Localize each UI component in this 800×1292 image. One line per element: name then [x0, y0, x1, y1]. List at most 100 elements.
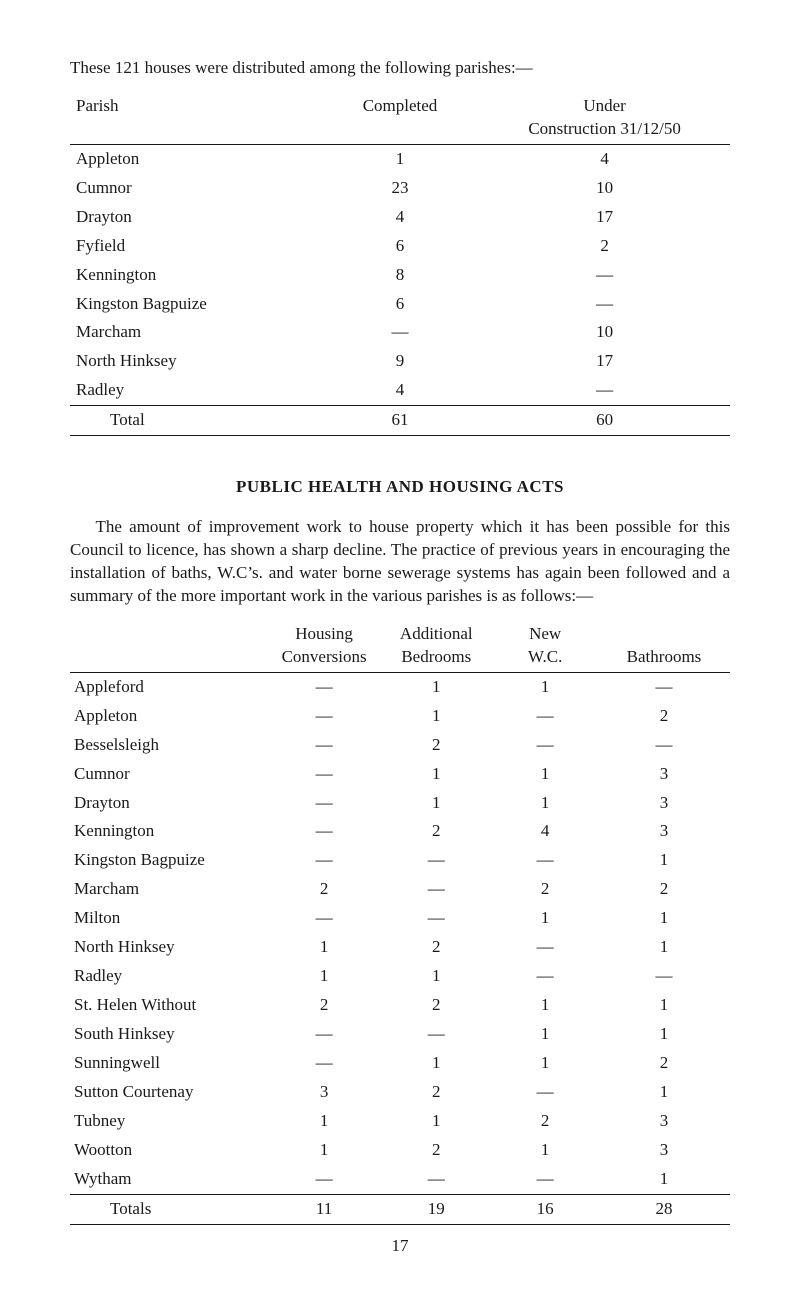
cell-new-wc: 1 — [492, 1049, 598, 1078]
header-parish: Parish — [70, 92, 321, 144]
table-row: Appleton—1—2 — [70, 702, 730, 731]
table-row: Drayton417 — [70, 203, 730, 232]
cell-parish: Fyfield — [70, 232, 321, 261]
table-row: Sutton Courtenay32—1 — [70, 1078, 730, 1107]
cell-additional-bedrooms: 2 — [380, 991, 492, 1020]
cell-name: South Hinksey — [70, 1020, 268, 1049]
table-row: Tubney1123 — [70, 1107, 730, 1136]
cell-bathrooms: 3 — [598, 789, 730, 818]
cell-housing-conversions: — — [268, 1049, 380, 1078]
rule-line — [70, 435, 730, 436]
totals-label: Totals — [70, 1195, 268, 1224]
cell-completed: 9 — [321, 347, 479, 376]
cell-additional-bedrooms: — — [380, 1020, 492, 1049]
cell-bathrooms: 3 — [598, 817, 730, 846]
cell-new-wc: 1 — [492, 1136, 598, 1165]
cell-under: 4 — [479, 145, 730, 174]
cell-name: Appleford — [70, 673, 268, 702]
cell-housing-conversions: 3 — [268, 1078, 380, 1107]
cell-name: St. Helen Without — [70, 991, 268, 1020]
cell-parish: Radley — [70, 376, 321, 405]
header-new-line2: W.C. — [528, 647, 562, 666]
cell-additional-bedrooms: 2 — [380, 1136, 492, 1165]
header-new-wc: New W.C. — [492, 620, 598, 672]
table-row: Kennington8— — [70, 261, 730, 290]
table-row: Kingston Bagpuize6— — [70, 290, 730, 319]
cell-housing-conversions: — — [268, 702, 380, 731]
cell-under: 10 — [479, 318, 730, 347]
header-under-line1: Under — [583, 96, 625, 115]
cell-under: 17 — [479, 203, 730, 232]
totals-wc: 16 — [492, 1195, 598, 1224]
table-row: Kennington—243 — [70, 817, 730, 846]
header-under-construction: Under Construction 31/12/50 — [479, 92, 730, 144]
table-row: Besselsleigh—2—— — [70, 731, 730, 760]
cell-completed: 1 — [321, 145, 479, 174]
table-row: Wootton1213 — [70, 1136, 730, 1165]
cell-name: Marcham — [70, 875, 268, 904]
cell-parish: Cumnor — [70, 174, 321, 203]
table-row: Sunningwell—112 — [70, 1049, 730, 1078]
cell-bathrooms: 2 — [598, 875, 730, 904]
cell-housing-conversions: 2 — [268, 875, 380, 904]
table-row: St. Helen Without2211 — [70, 991, 730, 1020]
cell-completed: 6 — [321, 232, 479, 261]
cell-parish: Appleton — [70, 145, 321, 174]
table-header-row: Parish Completed Under Construction 31/1… — [70, 92, 730, 144]
cell-additional-bedrooms: 1 — [380, 760, 492, 789]
cell-bathrooms: 3 — [598, 1107, 730, 1136]
cell-bathrooms: 1 — [598, 933, 730, 962]
cell-under: — — [479, 261, 730, 290]
cell-housing-conversions: — — [268, 1020, 380, 1049]
cell-name: Kennington — [70, 817, 268, 846]
cell-additional-bedrooms: — — [380, 846, 492, 875]
cell-housing-conversions: — — [268, 673, 380, 702]
cell-completed: 4 — [321, 203, 479, 232]
cell-additional-bedrooms: 1 — [380, 673, 492, 702]
header-housing-line2: Conversions — [282, 647, 367, 666]
cell-housing-conversions: — — [268, 904, 380, 933]
table-row: Radley11—— — [70, 962, 730, 991]
total-completed: 61 — [321, 406, 479, 435]
cell-completed: 23 — [321, 174, 479, 203]
cell-housing-conversions: 1 — [268, 1107, 380, 1136]
cell-new-wc: 1 — [492, 673, 598, 702]
cell-housing-conversions: 2 — [268, 991, 380, 1020]
header-additional-line1: Additional — [400, 624, 473, 643]
table-row: Cumnor2310 — [70, 174, 730, 203]
cell-name: North Hinksey — [70, 933, 268, 962]
page-number: 17 — [0, 1235, 800, 1258]
cell-new-wc: — — [492, 933, 598, 962]
table-row: Appleton14 — [70, 145, 730, 174]
table-row: Kingston Bagpuize———1 — [70, 846, 730, 875]
totals-hc: 11 — [268, 1195, 380, 1224]
page: These 121 houses were distributed among … — [0, 0, 800, 1292]
cell-name: Sunningwell — [70, 1049, 268, 1078]
totals-ab: 19 — [380, 1195, 492, 1224]
table-improvements: Housing Conversions Additional Bedrooms … — [70, 620, 730, 1225]
table-row: Milton——11 — [70, 904, 730, 933]
header-housing-line1: Housing — [295, 624, 353, 643]
cell-new-wc: — — [492, 962, 598, 991]
cell-new-wc: — — [492, 1078, 598, 1107]
body-paragraph: The amount of improvement work to house … — [70, 516, 730, 608]
cell-parish: Kingston Bagpuize — [70, 290, 321, 319]
cell-parish: North Hinksey — [70, 347, 321, 376]
cell-additional-bedrooms: — — [380, 904, 492, 933]
cell-name: Appleton — [70, 702, 268, 731]
cell-new-wc: 1 — [492, 760, 598, 789]
cell-completed: — — [321, 318, 479, 347]
cell-housing-conversions: — — [268, 760, 380, 789]
table-header-row: Housing Conversions Additional Bedrooms … — [70, 620, 730, 672]
table-row: Marcham2—22 — [70, 875, 730, 904]
cell-additional-bedrooms: 1 — [380, 789, 492, 818]
cell-name: Wytham — [70, 1165, 268, 1194]
cell-completed: 8 — [321, 261, 479, 290]
cell-bathrooms: 1 — [598, 1020, 730, 1049]
cell-additional-bedrooms: 1 — [380, 962, 492, 991]
cell-parish: Drayton — [70, 203, 321, 232]
cell-name: Wootton — [70, 1136, 268, 1165]
cell-parish: Marcham — [70, 318, 321, 347]
cell-bathrooms: 1 — [598, 1078, 730, 1107]
cell-housing-conversions: 1 — [268, 962, 380, 991]
